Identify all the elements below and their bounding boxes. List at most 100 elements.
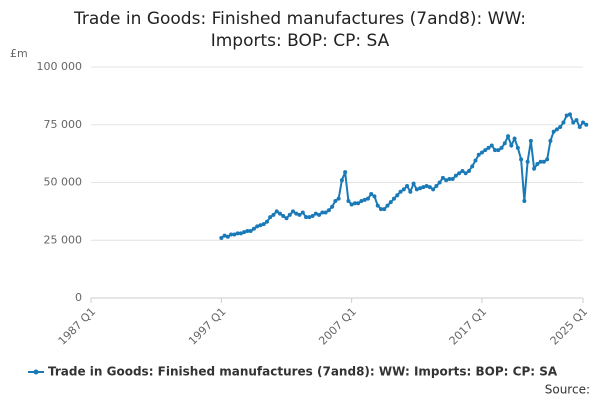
point: [300, 210, 305, 215]
point: [405, 183, 410, 188]
point: [496, 148, 501, 153]
y-tick-label: 50 000: [44, 176, 83, 189]
point: [372, 194, 377, 199]
point: [388, 200, 393, 205]
point: [284, 216, 289, 221]
point: [499, 145, 504, 150]
point: [333, 198, 338, 203]
series-line: [220, 113, 587, 239]
point: [502, 141, 507, 146]
point: [287, 212, 292, 217]
point: [512, 136, 517, 141]
point: [554, 127, 559, 132]
point: [460, 168, 465, 173]
legend-label: Trade in Goods: Finished manufactures (7…: [48, 365, 558, 379]
point: [450, 177, 455, 182]
point: [447, 177, 452, 182]
point: [398, 189, 403, 194]
point: [457, 171, 462, 176]
point: [473, 158, 478, 163]
point: [317, 212, 322, 217]
point: [486, 145, 491, 150]
point: [359, 198, 364, 203]
point: [229, 232, 234, 237]
legend-swatch-marker: [33, 369, 39, 375]
x-tick-label: 1987 Q1: [56, 305, 99, 348]
point: [401, 187, 406, 192]
point: [489, 143, 494, 148]
point: [304, 215, 309, 220]
point: [251, 226, 256, 231]
point: [519, 157, 524, 162]
x-tick-label: 2017 Q1: [447, 305, 490, 348]
point: [528, 138, 533, 143]
point: [558, 125, 563, 130]
point: [434, 183, 439, 188]
point: [375, 203, 380, 208]
point: [255, 224, 260, 229]
point: [424, 183, 429, 188]
point: [232, 232, 237, 237]
point: [326, 208, 331, 213]
point: [352, 201, 357, 206]
point: [509, 143, 514, 148]
point: [551, 129, 556, 134]
point: [320, 210, 325, 215]
point: [421, 185, 426, 190]
point: [365, 196, 370, 201]
chart-title: Trade in Goods: Finished manufactures (7…: [73, 9, 527, 51]
point: [444, 178, 449, 183]
point: [431, 187, 436, 192]
point: [525, 159, 530, 164]
y-tick-label: 75 000: [44, 118, 83, 131]
point: [281, 213, 286, 218]
point: [343, 170, 348, 175]
point: [470, 164, 475, 169]
point: [362, 197, 367, 202]
y-axis-label: £m: [10, 47, 28, 60]
y-tick-label: 100 000: [37, 60, 83, 73]
point: [349, 202, 354, 207]
point: [453, 173, 458, 178]
point: [268, 215, 273, 220]
point: [323, 210, 328, 215]
point: [297, 212, 302, 217]
point: [248, 229, 253, 234]
point: [258, 223, 263, 228]
point: [310, 213, 315, 218]
point: [493, 148, 498, 153]
point: [291, 209, 296, 214]
x-tick-label: 2025 Q1: [548, 305, 591, 348]
point: [561, 120, 566, 125]
point: [385, 203, 390, 208]
point: [584, 122, 589, 127]
point: [245, 229, 250, 234]
point: [538, 159, 543, 164]
point: [346, 198, 351, 203]
point: [463, 171, 468, 176]
point: [535, 162, 540, 167]
point: [476, 152, 481, 157]
point: [515, 145, 520, 150]
point: [574, 118, 579, 123]
point: [437, 180, 442, 185]
point: [532, 166, 537, 171]
point: [440, 175, 445, 180]
point: [395, 193, 400, 198]
point: [235, 231, 240, 236]
point: [506, 134, 511, 139]
x-tick-label: 2007 Q1: [316, 305, 359, 348]
point: [483, 148, 488, 153]
point: [581, 120, 585, 125]
point: [274, 209, 279, 214]
point: [330, 204, 335, 209]
y-tick-label: 0: [75, 291, 82, 304]
point: [356, 201, 361, 206]
point: [408, 189, 413, 194]
point: [222, 233, 227, 238]
point: [466, 168, 471, 173]
point: [219, 235, 224, 240]
point: [225, 234, 230, 239]
